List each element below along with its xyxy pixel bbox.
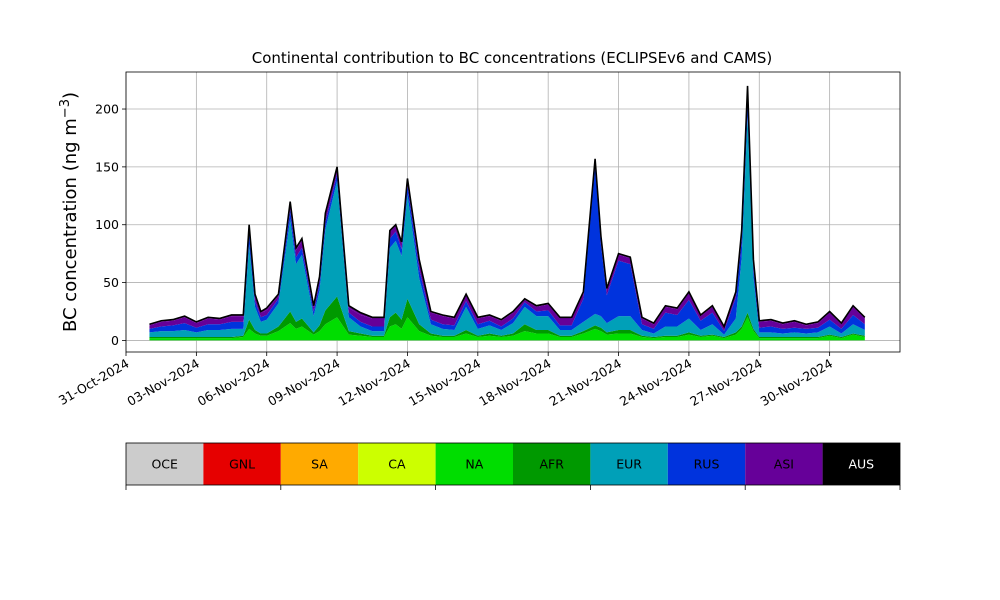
legend-label-afr: AFR	[539, 457, 564, 472]
area-eur	[149, 115, 865, 337]
x-tick-label: 09-Nov-2024	[265, 356, 343, 409]
legend-label-aus: AUS	[848, 457, 874, 472]
y-axis-label-end: )	[60, 92, 81, 99]
legend-swatch-ca	[358, 443, 436, 485]
legend-swatch-sa	[280, 443, 359, 485]
x-tick-label: 24-Nov-2024	[617, 356, 695, 409]
stacked-areas	[149, 85, 866, 341]
y-tick-label: 50	[103, 275, 119, 290]
chart-title: Continental contribution to BC concentra…	[252, 49, 773, 67]
area-remainder	[149, 85, 865, 328]
legend-label-gnl: GNL	[229, 457, 255, 472]
legend-swatch-aus	[822, 443, 900, 485]
y-axis-label-exponent: −3	[58, 99, 73, 118]
legend-swatch-na	[435, 443, 513, 485]
legend-label-sa: SA	[311, 457, 328, 472]
x-tick-label: 31-Oct-2024	[56, 356, 132, 408]
total-line	[149, 85, 866, 329]
y-tick-label: 200	[95, 102, 119, 117]
legend-swatch-rus	[667, 443, 746, 485]
y-tick-label: 100	[95, 217, 119, 232]
plot-frame	[125, 71, 901, 353]
y-axis-label-main: BC concentration (ng m	[60, 118, 81, 332]
legend-swatch-oce	[126, 443, 204, 485]
legend-label-na: NA	[465, 457, 483, 472]
area-na	[149, 317, 865, 341]
colorbar-legend: OCE GNL SA CA NA AFR EUR RUS ASI AUS	[125, 442, 901, 490]
x-tick-label: 18-Nov-2024	[476, 356, 554, 409]
y-axis-label: BC concentration (ng m−3)	[58, 92, 81, 332]
y-tick-label: 150	[95, 159, 119, 174]
legend-label-oce: OCE	[151, 457, 178, 472]
x-tick-label: 12-Nov-2024	[335, 356, 413, 409]
legend-label-ca: CA	[388, 457, 406, 472]
x-tick-label: 27-Nov-2024	[687, 356, 765, 409]
legend-swatch-afr	[513, 443, 591, 485]
x-tick-label: 03-Nov-2024	[124, 356, 202, 409]
y-tick-label: 0	[111, 333, 119, 348]
x-tick-label: 06-Nov-2024	[195, 356, 273, 409]
legend-swatch-eur	[590, 443, 668, 485]
legend-swatch-gnl	[203, 443, 281, 485]
grid	[125, 72, 900, 352]
area-afr	[149, 296, 865, 339]
colorbar-frame	[125, 442, 901, 486]
x-tick-label: 30-Nov-2024	[758, 356, 836, 409]
x-tick-label: 15-Nov-2024	[406, 356, 484, 409]
legend-label-eur: EUR	[616, 457, 642, 472]
legend-swatch-asi	[745, 443, 823, 485]
x-tick-label: 21-Nov-2024	[547, 356, 625, 409]
legend-label-rus: RUS	[694, 457, 720, 472]
legend-label-asi: ASI	[774, 457, 794, 472]
